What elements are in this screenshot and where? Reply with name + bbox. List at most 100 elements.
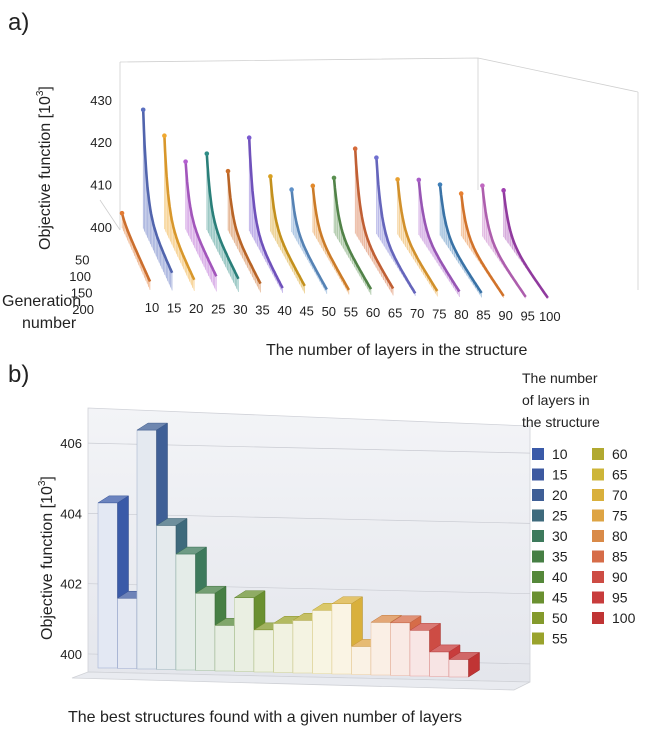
legend-label: 80 [612,528,628,544]
panel-a-x-tick: 95 [520,309,534,324]
panel-a-series-55 [310,183,351,295]
legend-title-line2: of layers in [522,392,590,408]
panel-b-bar-100 [448,651,481,678]
panel-a-curve [417,179,461,293]
panel-a-peak-point [183,159,188,164]
panel-a-series-30 [204,151,240,292]
panel-a-peak-point [437,182,443,187]
legend-swatch [592,489,604,501]
panel-a-peak-point [331,175,337,181]
legend-label: 10 [552,446,568,462]
panel-a-peak-point [501,188,506,193]
legend-swatch [532,550,544,563]
panel-a-x-tick: 70 [410,306,424,321]
panel-a-generation-title-line2: number [22,315,77,332]
panel-a-curtain [249,137,283,293]
panel-a-peak-point [162,133,167,139]
panel-a-curve [481,185,527,298]
legend-label: 35 [552,549,568,565]
panel-b-y-ticks: 400 402 404 406 [60,436,82,662]
svg-text:Objective function [103]: Objective function [103] [35,86,54,250]
panel-a-peak-point [352,146,358,151]
legend-swatch [532,530,544,542]
panel-a-curve [396,179,439,292]
panel-a-curve [459,193,505,297]
panel-a-peak-point [480,183,485,188]
legend-swatch [532,612,544,624]
panel-a-series-100 [501,188,549,299]
legend-item-65: 65 [592,467,628,483]
legend-item-30: 30 [532,528,568,544]
panel-a-generation-tick: 50 [75,252,89,267]
panel-a-x-tick: 30 [233,302,247,317]
legend-item-85: 85 [592,549,628,565]
legend-item-75: 75 [592,508,628,524]
panel-a-curve [226,171,262,285]
panel-a-curve [141,109,174,274]
panel-a-curve [502,190,549,299]
legend-swatch [592,448,604,460]
panel-b-bar-70 [331,596,364,675]
panel-b-y-tick: 404 [60,506,82,521]
panel-a-curve [120,212,152,283]
panel-a-generation-title-line1: Generation [2,293,81,310]
legend-title-line3: the structure [522,414,600,430]
panel-a-curve [311,185,351,291]
panel-a-x-tick: 35 [255,303,269,318]
panel-a-series-25 [183,159,218,292]
legend-item-70: 70 [592,487,628,503]
panel-a-z-ticks: 400 410 420 430 [90,93,112,235]
legend-item-50: 50 [532,610,568,626]
legend-label: 30 [552,528,568,544]
panel-a-curve [353,148,395,290]
panel-a-x-tick: 25 [211,302,225,317]
panel-a-x-tick: 40 [277,303,291,318]
legend-item-95: 95 [592,590,628,606]
panel-a-curve [375,157,417,294]
panel-a-z-tick: 410 [90,178,112,193]
panel-a-curve [332,177,373,290]
panel-b-y-tick: 402 [60,577,82,592]
panel-a-x-tick: 45 [299,304,313,319]
panel-a-series-45 [268,174,306,294]
legend-label: 65 [612,467,628,483]
panel-a-series-50 [289,187,328,294]
panel-a-x-tick: 50 [322,304,336,319]
panel-a-series-75 [395,177,439,297]
panel-a-curve [205,153,240,280]
panel-a-x-axis-title: The number of layers in the structure [266,342,528,359]
panel-a-x-tick: 80 [454,307,468,322]
panel-a-z-tick: 400 [90,220,112,235]
legend-swatch [532,489,544,501]
panel-a-series-65 [352,146,395,296]
legend-swatch [592,612,604,624]
legend-label: 90 [612,569,628,585]
panel-a-x-ticks: 10 15 20 25 30 35 40 45 50 55 60 65 70 75 80 85 90 95 100 [145,300,561,324]
legend-swatch [592,571,604,583]
panel-a-x-tick: 10 [145,300,159,315]
panel-a-peak-point [204,151,210,156]
legend-label: 15 [552,467,568,483]
panel-b-y-tick: 400 [60,647,82,662]
panel-a-curve [184,161,218,277]
panel-a-curtain [440,184,482,298]
panel-a-series-95 [480,183,527,299]
panel-a-x-tick: 75 [432,307,446,322]
panel-a-z-tick: 420 [90,135,112,150]
panel-a-peak-point [458,191,464,196]
panel-a-peak-point [289,187,294,192]
panel-a-curtain [461,193,504,298]
panel-a-generation-tick: 100 [69,269,91,284]
panel-a-curve [163,135,196,281]
panel-a-curve [438,184,483,294]
legend-swatch [532,571,544,583]
legend-swatch [532,448,544,460]
legend-label: 70 [612,487,628,503]
panel-a-series-35 [225,168,262,293]
panel-a-x-tick: 55 [344,305,358,320]
legend-title-line1: The number [522,370,598,386]
panel-a-peak-point [119,210,125,216]
panel-a-x-tick: 60 [366,305,380,320]
legend-item-60: 60 [592,446,628,462]
